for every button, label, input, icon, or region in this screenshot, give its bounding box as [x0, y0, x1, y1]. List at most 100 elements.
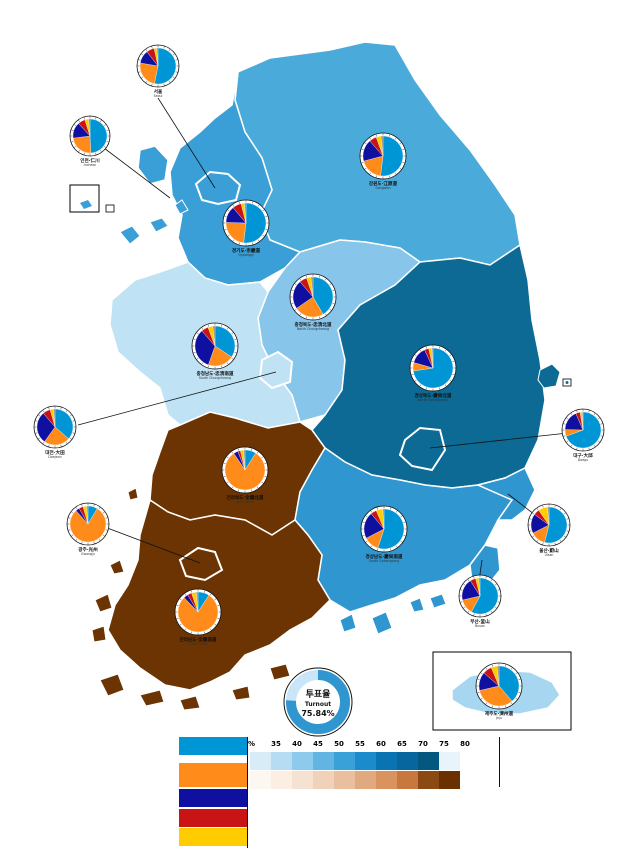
pie-label-ulsan: 울산·蔚山 — [539, 547, 559, 554]
region-ulsan[interactable] — [475, 466, 536, 521]
pie-tick — [411, 374, 414, 376]
pie-slice-lee — [471, 577, 499, 615]
pie-tick — [264, 476, 267, 478]
pie-tick — [234, 352, 237, 354]
pie-tick — [480, 697, 483, 700]
pie-sublabel-gyeongnam: South Gyeongsang — [369, 559, 399, 563]
pie-tick — [234, 338, 237, 340]
pie-tick — [566, 440, 569, 443]
pie-tick — [237, 448, 239, 451]
pie-tick — [81, 541, 83, 544]
pie-tick — [563, 423, 566, 425]
turnout-subtitle: Turnout — [305, 701, 331, 708]
pie-tick — [494, 583, 497, 586]
pie-tick — [231, 451, 234, 454]
pie-tick — [559, 508, 562, 511]
pie-tick — [400, 515, 403, 518]
pie-tick — [576, 447, 578, 450]
brown-scale-swatch — [250, 771, 271, 789]
scale-tick: 80 — [460, 740, 470, 748]
region-daegu[interactable] — [398, 426, 447, 472]
region-jeonnam[interactable] — [107, 498, 331, 691]
brown-scale-swatch — [355, 771, 376, 789]
pie-tick — [214, 623, 217, 626]
region-seoul[interactable] — [194, 170, 242, 206]
pie-tick — [238, 242, 240, 245]
scale-tick: 50 — [334, 740, 344, 748]
pie-tick — [389, 134, 391, 137]
pie-tick — [106, 141, 109, 143]
pie-tick — [563, 512, 566, 515]
region-gwangju[interactable] — [178, 546, 224, 582]
region-gyeonggi[interactable] — [169, 71, 302, 286]
pie-tick — [542, 542, 544, 545]
region-gyeongnam-islands[interactable] — [339, 593, 447, 635]
brown-scale-swatch — [397, 771, 418, 789]
pie-tick — [394, 137, 397, 140]
pie-tick — [444, 384, 447, 387]
region-ulleungdo[interactable] — [537, 363, 561, 389]
pie-tick — [231, 332, 234, 335]
pie-tick — [48, 407, 50, 410]
pie-sublabel-ulsan: Ulsan — [545, 553, 554, 557]
pie-tick — [100, 120, 102, 122]
pie-tick — [480, 672, 483, 675]
region-baengnyeongdo[interactable] — [80, 200, 92, 209]
region-daejeon[interactable] — [258, 350, 294, 390]
pie-tick — [71, 511, 74, 514]
pie-slice-other — [431, 347, 434, 369]
pie-tick — [536, 508, 539, 511]
candidate-share — [142, 737, 178, 757]
pie-tick — [98, 507, 101, 510]
pie-tick — [176, 604, 179, 606]
pie-tick — [251, 489, 253, 492]
brown-scale-swatch — [376, 771, 397, 789]
pie-tick — [78, 150, 80, 152]
scale-tick: 55 — [355, 740, 365, 748]
pie-tick — [231, 357, 234, 360]
region-incheon[interactable] — [137, 145, 169, 185]
pie-tick — [190, 590, 192, 593]
pie-slice-other — [88, 118, 91, 137]
legend-candidate-kwon — [142, 828, 247, 846]
candidate-share — [142, 763, 178, 783]
pie-tick — [138, 59, 141, 61]
brown-scale-swatch — [418, 771, 439, 789]
pie-sublabel-jeonnam: South Jeolla — [189, 642, 208, 646]
candidate-name-block — [179, 789, 247, 807]
pie-sublabel-seoul: Seoul — [154, 94, 163, 98]
pie-tick — [370, 545, 373, 548]
pie-tick — [226, 362, 229, 365]
pie-tick — [42, 441, 45, 444]
pie-tick — [193, 352, 196, 354]
scale-tick: 45 — [313, 740, 323, 748]
pie-tick — [485, 613, 487, 616]
pie-tick — [324, 313, 327, 316]
pie-tick — [375, 134, 377, 137]
region-jeonnam-islands[interactable] — [91, 487, 291, 711]
pie-slice-other — [243, 449, 246, 471]
pie-tick — [251, 448, 253, 451]
leader-lines — [77, 97, 569, 589]
pie-tick — [145, 80, 148, 83]
pie-tick — [184, 593, 187, 596]
pie-tick — [74, 124, 76, 126]
pie-tick — [95, 152, 97, 155]
pie-tick — [226, 456, 229, 459]
brown-scale-swatch — [334, 771, 355, 789]
pie-tick — [257, 239, 260, 242]
blue-scale-swatch — [355, 752, 376, 770]
legend-divider — [247, 737, 248, 848]
pie-tick — [172, 53, 175, 56]
pie-sublabel-gwangju: Gwangju — [81, 552, 95, 556]
pie-tick — [291, 303, 294, 305]
pie-tick — [138, 71, 141, 73]
pie-label-gwangju: 광주·光州 — [78, 546, 98, 553]
pie-tick — [95, 117, 97, 120]
region-incheon-islands[interactable] — [119, 199, 189, 245]
